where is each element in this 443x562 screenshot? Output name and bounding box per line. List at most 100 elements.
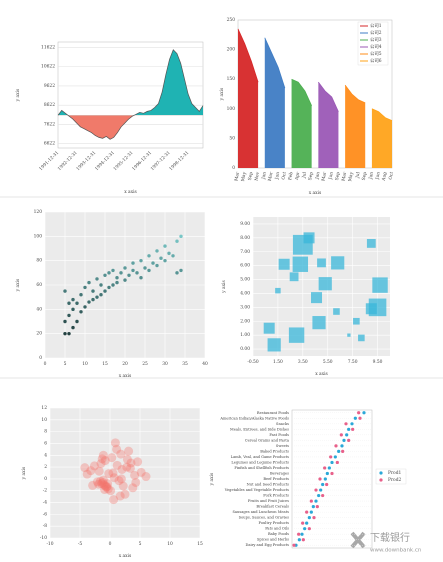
y-tick-label: 80 [36, 259, 42, 264]
y-tick-label: 2.00 [240, 319, 250, 324]
scatter-point [141, 472, 151, 482]
scatter-point [133, 457, 143, 467]
scatter-point [136, 467, 146, 477]
x-tick-label: 0 [44, 362, 47, 367]
area-fill [264, 37, 285, 169]
area-fill-below [67, 115, 135, 140]
scatter-point [119, 271, 123, 275]
x-tick-label: 5 [139, 542, 142, 547]
y-axis-label: y axis [220, 87, 225, 101]
scatter-point [114, 476, 124, 486]
scatter-point [116, 449, 126, 459]
scatter-point [163, 258, 167, 263]
y-tick-label: 8 [44, 430, 47, 435]
scatter-point [82, 469, 92, 479]
x-axis-label: x axis [315, 372, 328, 377]
y-tick-label: Snacks [276, 422, 289, 426]
legend-swatch [379, 471, 383, 475]
dot [341, 449, 345, 453]
dot [321, 493, 325, 498]
dot [344, 422, 348, 426]
scatter-point [111, 283, 115, 287]
x-tick-label: Mar [234, 171, 241, 182]
legend-label: 公司5 [370, 51, 382, 57]
x-tick-label: -10 [46, 542, 53, 547]
y-tick-label: 1.00 [240, 333, 250, 338]
scatter-point [151, 261, 155, 265]
scatter-point [155, 263, 159, 268]
dot [303, 527, 307, 531]
scatter-point [100, 456, 110, 466]
area-fill [238, 28, 259, 168]
scatter-point [159, 256, 163, 260]
y-tick-label: Restaurant Foods [257, 411, 289, 415]
bubble-square [267, 338, 281, 352]
y-tick-label: 0 [44, 477, 47, 482]
y-tick-label: 5.00 [240, 278, 250, 283]
scatter-point [171, 254, 175, 258]
dot [309, 510, 313, 514]
x-tick-label: Oct [389, 171, 395, 180]
scatter-point [125, 463, 135, 473]
dot [314, 499, 318, 503]
dot [339, 433, 343, 437]
y-tick-label: 100 [34, 234, 43, 239]
y-tick-label: 0.00 [240, 347, 250, 352]
scatter-point [126, 458, 136, 468]
scatter-point [98, 450, 108, 460]
legend-label: 公司2 [370, 30, 382, 36]
scatter-point [98, 475, 108, 485]
dot [334, 444, 338, 448]
y-tick-label: 250 [227, 18, 236, 23]
y-tick-label: Legumes and Legume Products [231, 460, 289, 464]
scatter-point [139, 258, 143, 263]
series-line [57, 49, 204, 140]
bubble-square [292, 256, 309, 272]
y-tick-label: -4 [43, 501, 47, 506]
scatter-point [63, 289, 67, 293]
y-tick-label: 0 [232, 166, 235, 171]
scatter-point [112, 460, 122, 470]
dot [330, 471, 334, 476]
y-tick-label: Dairy and Egg Products [245, 543, 289, 547]
scatter-point [75, 319, 79, 324]
dot [300, 532, 304, 536]
scatter-point [97, 479, 107, 489]
y-tick-label: 9622 [44, 84, 55, 89]
y-axis-label: y axis [210, 472, 215, 486]
dot [307, 527, 311, 531]
y-tick-label: Meals, Entrees, and Side Dishes [230, 427, 289, 431]
x-tick-label: 35 [182, 362, 188, 367]
scatter-point [71, 297, 75, 302]
scatter-point [124, 446, 134, 456]
watermark-url: www.downbank.cn [370, 548, 422, 554]
x-tick-label: Jan [261, 171, 267, 180]
x-tick-label: Mar [321, 171, 328, 182]
dot [353, 416, 357, 420]
bubble-square [372, 277, 388, 293]
scatter-point [87, 300, 91, 304]
scatter-point [86, 466, 96, 476]
bubble-square [333, 308, 340, 315]
scatter-point [99, 283, 103, 287]
legend-label: Prod2 [388, 478, 402, 483]
scatter-point [83, 305, 87, 309]
y-tick-label: 6.00 [240, 264, 250, 269]
plot-background [50, 408, 200, 538]
scatter-point [115, 280, 119, 285]
dot [323, 477, 327, 481]
x-tick-label: -0.50 [247, 360, 258, 365]
x-tick-label: 9.50 [373, 360, 383, 365]
y-tick-label: 50 [229, 136, 235, 141]
watermark-text: 下载银行 [370, 531, 410, 544]
dot [347, 427, 351, 431]
x-tick-label: 3.50 [298, 360, 308, 365]
y-tick-label: 40 [36, 307, 42, 312]
x-tick-label: Jan [315, 171, 321, 180]
y-tick-label: 10 [41, 418, 47, 423]
y-tick-label: 150 [227, 77, 236, 82]
y-tick-label: Beef Products [263, 477, 289, 481]
scatter-point [99, 293, 103, 297]
y-tick-label: 10622 [41, 65, 55, 70]
scatter-point [179, 268, 183, 273]
